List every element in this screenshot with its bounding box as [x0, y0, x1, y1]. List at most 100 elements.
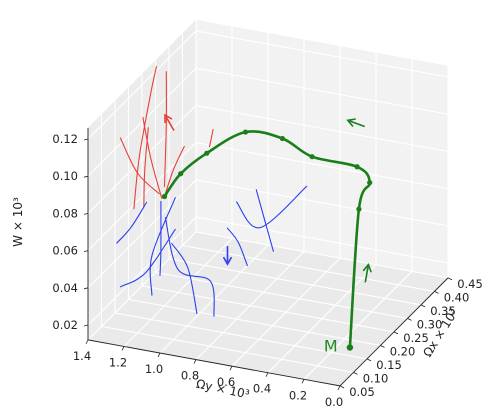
z-tick-mark: [83, 175, 89, 178]
grid-line-y: [141, 73, 395, 333]
z-tick-label: 0.08: [52, 206, 78, 220]
blue-trajectory-line: [171, 242, 198, 315]
annotation-m: M: [324, 337, 338, 356]
y-tick-mark: [353, 372, 358, 375]
y-tick-label: 0.20: [390, 344, 416, 358]
z-tick-label: 0.04: [52, 281, 78, 295]
x-axis-line: [87, 339, 341, 387]
y-tick-label: 0.35: [430, 304, 456, 318]
z-tick-label: 0.12: [52, 132, 78, 146]
arrow-head: [222, 256, 233, 266]
x-tick-label: 1.2: [109, 355, 127, 369]
arrow-head: [164, 113, 173, 124]
blue-trajectory-line: [255, 189, 274, 252]
red-trajectory-line: [208, 129, 214, 148]
grid-line-y: [127, 87, 381, 346]
blue-trajectory-line: [164, 217, 215, 317]
grid-line-y: [154, 60, 408, 319]
x-tick-mark: [121, 346, 125, 351]
x-tick-mark: [157, 352, 161, 358]
main-trajectory-point: [242, 129, 249, 135]
direction-arrows: [164, 113, 372, 283]
grid-line-z: [87, 142, 449, 251]
x-tick-label: 0.4: [253, 382, 271, 396]
z-tick-label: 0.10: [52, 169, 78, 183]
main-trajectory-point: [178, 171, 184, 177]
main-trajectory-line: [163, 130, 371, 349]
y-tick-mark: [407, 318, 412, 321]
y-tick-label: 0.45: [457, 277, 483, 291]
red-up-arrow: [164, 113, 175, 131]
x-tick-mark: [229, 365, 233, 371]
main-trajectory-point: [346, 344, 354, 351]
z-tick-label: 0.02: [52, 318, 78, 332]
y-tick-mark: [393, 331, 399, 335]
data-series: [116, 66, 373, 351]
main-trajectory-point: [309, 154, 315, 160]
x-tick-mark: [301, 379, 305, 384]
y-tick-label: 0.40: [444, 290, 470, 304]
grid-line-z: [87, 104, 449, 214]
red-trajectory-line: [119, 137, 160, 195]
x-tick-label: 0.2: [289, 388, 307, 402]
blue-trajectory-line: [235, 185, 308, 229]
z-tick-mark: [83, 324, 89, 327]
y-tick-mark: [366, 358, 372, 362]
y-tick-mark: [434, 291, 439, 294]
main-up-arrow: [362, 263, 372, 283]
y-tick-mark: [380, 345, 385, 348]
y-tick-mark: [447, 277, 453, 281]
x-tick-mark: [337, 385, 341, 391]
x-tick-label: 0.8: [181, 369, 199, 383]
grid-line-y: [114, 100, 368, 360]
grid-line-y: [100, 114, 354, 373]
x-tick-label: 0.6: [217, 375, 235, 389]
grid-line-z: [87, 216, 449, 326]
blue-trajectory-line: [226, 227, 248, 267]
grid-line-z: [87, 67, 449, 177]
y-tick-label: 0.30: [417, 317, 443, 331]
arrow-head: [346, 118, 356, 128]
tick-labels: 0.00.20.40.60.81.01.21.40.050.100.150.20…: [52, 132, 482, 409]
main-trajectory-point: [161, 193, 168, 200]
grid-line-z: [87, 179, 449, 289]
blue-trajectory-line: [119, 228, 176, 288]
main-trajectory-point: [367, 180, 373, 186]
z-tick-mark: [83, 250, 89, 252]
red-trajectory-line: [163, 145, 185, 198]
blue-trajectory-line: [149, 197, 176, 296]
x-tick-mark: [265, 372, 269, 377]
main-trajectory-point: [279, 135, 285, 142]
z-axis-label: W × 10³: [11, 197, 25, 247]
z-tick-mark: [83, 138, 89, 141]
y-tick-label: 0.25: [403, 331, 429, 345]
y-tick-label: 0.15: [376, 358, 402, 372]
main-trajectory-point: [356, 206, 362, 212]
x-tick-mark: [85, 339, 89, 345]
arrow-shaft: [349, 120, 365, 128]
z-tick-mark: [83, 287, 89, 290]
main-trajectory-point: [204, 150, 210, 156]
grid-line-y: [195, 19, 449, 279]
arrow-shaft: [165, 116, 175, 131]
x-tick-mark: [193, 359, 197, 364]
main-trajectory-point: [354, 164, 360, 170]
z-tick-label: 0.06: [52, 244, 78, 258]
x-tick-label: 1.0: [145, 362, 163, 376]
x-tick-label: 1.4: [73, 349, 91, 363]
red-trajectory-line: [143, 127, 149, 208]
arrow-shaft: [364, 266, 369, 283]
arrow-head: [362, 263, 372, 273]
blue-trajectory-line: [116, 201, 148, 244]
blue-down-arrow: [222, 246, 233, 266]
back-pane: [196, 19, 448, 278]
red-trajectory-line: [163, 71, 167, 187]
z-tick-mark: [83, 213, 89, 215]
main-left-arrow: [346, 118, 365, 128]
grid-line-z: [87, 30, 449, 140]
y-tick-mark: [420, 304, 426, 308]
grid-line-y: [181, 33, 435, 292]
red-trajectory-line: [142, 116, 163, 199]
x-tick-label: 0.0: [325, 395, 343, 409]
